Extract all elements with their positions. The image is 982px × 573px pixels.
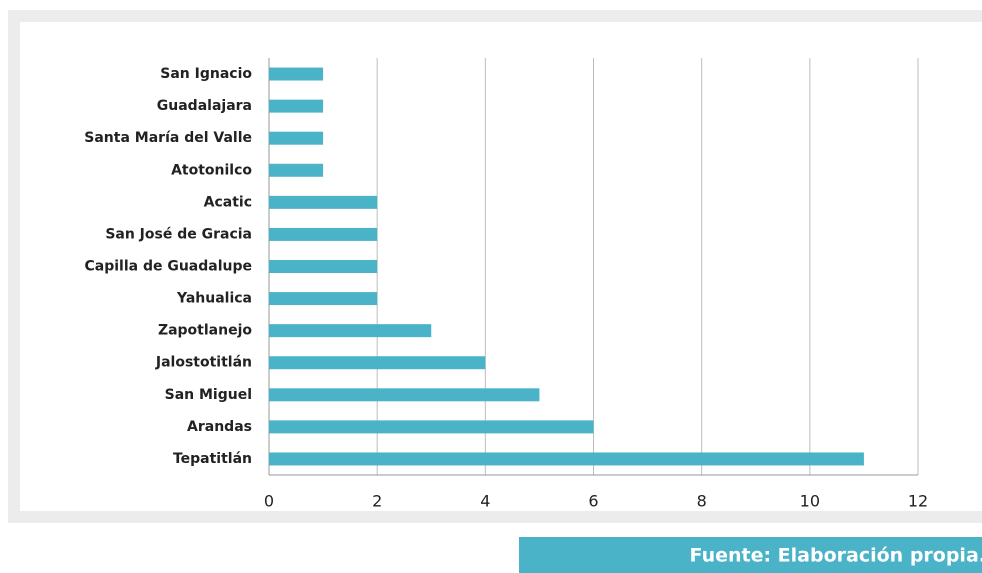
bar	[269, 67, 324, 81]
source: Fuente: Elaboración propia.	[690, 545, 982, 567]
y-tick-label: Acatic	[204, 194, 252, 210]
y-tick-label: Zapotlanejo	[158, 323, 252, 339]
y-tick-label: Guadalajara	[157, 98, 252, 114]
y-tick-label: Capilla de Guadalupe	[84, 259, 252, 275]
bar	[269, 452, 864, 466]
bar	[269, 420, 594, 434]
bar	[269, 260, 378, 273]
x-tick-label: 10	[800, 492, 820, 511]
x-tick-label: 2	[372, 492, 382, 511]
x-tick-label: 0	[264, 492, 274, 511]
y-tick-label: San Ignacio	[160, 66, 252, 82]
bar	[269, 388, 540, 402]
bar	[269, 356, 486, 370]
bar	[269, 292, 378, 306]
bar	[269, 131, 324, 145]
y-tick-label: San Miguel	[165, 387, 252, 403]
bar	[269, 99, 324, 113]
x-tick-label: 4	[480, 492, 490, 511]
x-tick-label: 8	[697, 492, 707, 511]
y-tick-label: Santa María del Valle	[84, 130, 252, 146]
y-tick-label: Yahualica	[176, 291, 252, 307]
y-tick-label: San José de Gracia	[105, 226, 252, 242]
y-tick-label: Jalostotitlán	[155, 355, 252, 371]
y-tick-label: Arandas	[187, 419, 252, 435]
bar	[269, 227, 378, 241]
bar	[269, 163, 324, 177]
bar	[269, 324, 432, 338]
source-box	[519, 537, 982, 573]
x-tick-label: 6	[588, 492, 598, 511]
bar	[269, 195, 378, 209]
x-tick-label: 12	[908, 492, 928, 511]
y-tick-label: Atotonilco	[171, 162, 252, 178]
y-tick-label: Tepatitlán	[173, 451, 252, 467]
